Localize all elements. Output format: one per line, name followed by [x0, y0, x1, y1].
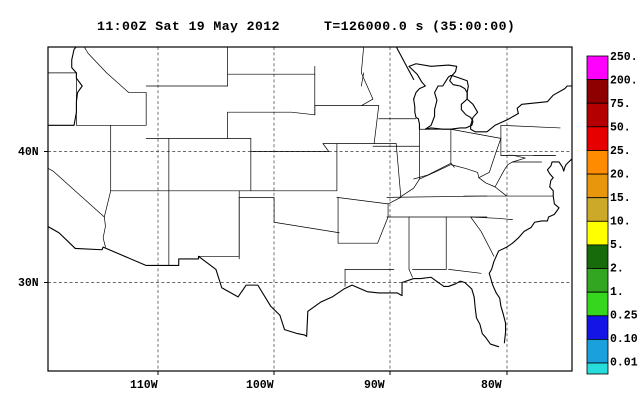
svg-text:20.: 20. [610, 169, 631, 182]
svg-text:10.: 10. [610, 216, 631, 229]
svg-text:0.01: 0.01 [610, 357, 638, 370]
svg-text:25.: 25. [610, 145, 631, 158]
svg-text:40N: 40N [18, 146, 39, 159]
svg-text:50.: 50. [610, 122, 631, 135]
svg-text:15.: 15. [610, 192, 631, 205]
svg-text:0.10: 0.10 [610, 333, 638, 346]
svg-text:5.: 5. [610, 239, 624, 252]
svg-text:200.: 200. [610, 75, 638, 88]
svg-text:75.: 75. [610, 98, 631, 111]
svg-text:110W: 110W [130, 379, 158, 392]
svg-text:0.25: 0.25 [610, 310, 638, 323]
svg-text:80W: 80W [481, 379, 502, 392]
svg-text:90W: 90W [364, 379, 385, 392]
svg-text:30N: 30N [18, 277, 39, 290]
svg-text:250.: 250. [610, 51, 638, 64]
svg-text:100W: 100W [246, 379, 274, 392]
svg-text:2.: 2. [610, 263, 624, 276]
svg-text:1.: 1. [610, 286, 624, 299]
